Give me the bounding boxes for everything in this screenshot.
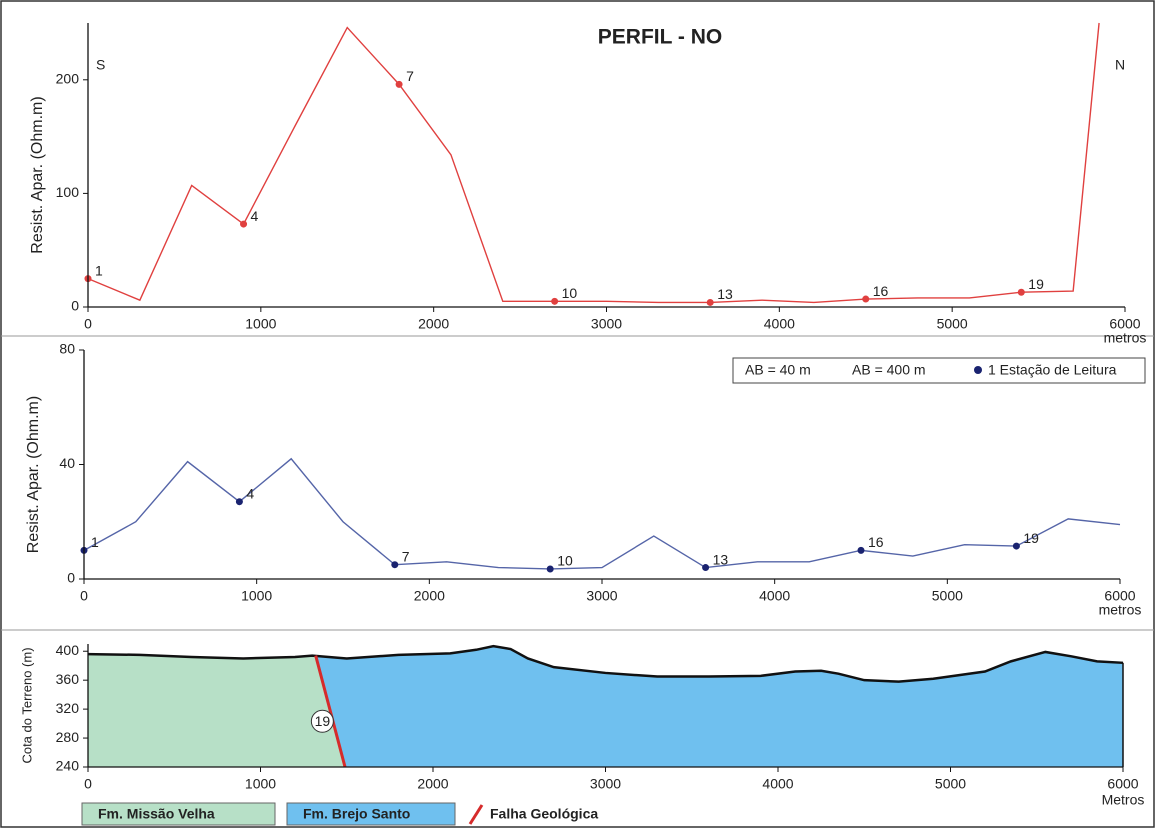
station-point bbox=[240, 220, 248, 228]
fault-legend-mark bbox=[468, 804, 484, 825]
fault-line bbox=[314, 655, 347, 768]
station-label: 10 bbox=[557, 553, 573, 569]
x-axis-label: metros bbox=[1099, 602, 1142, 618]
chart-title: PERFIL - NO bbox=[598, 26, 722, 49]
y-axis-label: Resist. Apar. (Ohm.m) bbox=[29, 96, 46, 253]
station-point bbox=[702, 564, 710, 572]
data-line bbox=[83, 457, 1121, 570]
station-label: 19 bbox=[1023, 530, 1039, 546]
x-tick-label: 6000 bbox=[1107, 776, 1138, 792]
station-point bbox=[391, 561, 399, 569]
station-point bbox=[1012, 542, 1020, 550]
x-tick-label: 3000 bbox=[586, 588, 617, 604]
legend-label: 1 Estação de Leitura bbox=[988, 362, 1117, 378]
station-point bbox=[551, 297, 559, 305]
legend-label: Falha Geológica bbox=[490, 806, 598, 822]
formation-area bbox=[88, 646, 1123, 767]
x-tick-label: 4000 bbox=[762, 776, 793, 792]
formation-swatch bbox=[81, 802, 276, 826]
x-tick-label: 0 bbox=[80, 588, 88, 604]
x-tick-label: 4000 bbox=[764, 316, 795, 332]
legend-marker bbox=[974, 366, 982, 374]
legend-label: AB = 40 m bbox=[745, 362, 811, 378]
y-tick-label: 360 bbox=[56, 671, 80, 687]
legend-label: AB = 400 m bbox=[852, 362, 926, 378]
station-label: 19 bbox=[1028, 276, 1044, 292]
y-tick-label: 240 bbox=[56, 758, 80, 774]
formation-area bbox=[88, 654, 346, 767]
station-label: 16 bbox=[868, 534, 884, 550]
station-point bbox=[546, 565, 554, 573]
station-label: 16 bbox=[873, 283, 889, 299]
station-point bbox=[1017, 288, 1025, 296]
station-label: 4 bbox=[251, 208, 259, 224]
formation-swatch bbox=[286, 802, 456, 826]
y-tick-label: 0 bbox=[71, 298, 79, 314]
y-axis-label: Resist. Apar. (Ohm.m) bbox=[25, 396, 42, 553]
legend-label: Fm. Brejo Santo bbox=[303, 806, 410, 822]
station-label: 7 bbox=[406, 68, 414, 84]
data-line bbox=[87, 22, 1100, 304]
x-tick-label: 5000 bbox=[932, 588, 963, 604]
y-tick-label: 0 bbox=[67, 570, 75, 586]
x-tick-label: 0 bbox=[84, 316, 92, 332]
x-tick-label: 5000 bbox=[937, 316, 968, 332]
x-tick-label: 6000 bbox=[1109, 316, 1140, 332]
y-tick-label: 40 bbox=[59, 455, 75, 471]
station-label: 1 bbox=[95, 262, 103, 278]
legend-box bbox=[732, 357, 1146, 384]
x-tick-label: 6000 bbox=[1104, 588, 1135, 604]
x-axis-label: metros bbox=[1104, 330, 1147, 346]
y-tick-label: 320 bbox=[56, 700, 80, 716]
station-label: 4 bbox=[246, 485, 254, 501]
y-tick-label: 280 bbox=[56, 729, 80, 745]
station-label: 13 bbox=[717, 286, 733, 302]
station-point bbox=[235, 498, 243, 506]
station-point bbox=[857, 546, 865, 554]
x-tick-label: 2000 bbox=[418, 316, 449, 332]
station-label: 13 bbox=[713, 551, 729, 567]
terrain-line bbox=[87, 644, 1124, 683]
x-axis-label: Metros bbox=[1102, 792, 1145, 808]
x-tick-label: 2000 bbox=[417, 776, 448, 792]
x-tick-label: 1000 bbox=[241, 588, 272, 604]
station-point bbox=[395, 80, 403, 88]
legend-label: Fm. Missão Velha bbox=[98, 806, 215, 822]
station-label: 7 bbox=[402, 548, 410, 564]
fault-badge bbox=[310, 709, 334, 733]
station-point bbox=[706, 298, 714, 306]
station-label: 1 bbox=[91, 534, 99, 550]
y-tick-label: 400 bbox=[56, 642, 80, 658]
x-tick-label: 1000 bbox=[245, 776, 276, 792]
annotation: N bbox=[1115, 57, 1125, 73]
fault-label: 19 bbox=[315, 713, 331, 729]
x-tick-label: 4000 bbox=[759, 588, 790, 604]
station-point bbox=[862, 295, 870, 303]
y-tick-label: 100 bbox=[56, 184, 80, 200]
y-tick-label: 80 bbox=[59, 341, 75, 357]
station-label: 10 bbox=[562, 285, 578, 301]
y-axis-label: Cota do Terreno (m) bbox=[19, 647, 34, 763]
x-tick-label: 0 bbox=[84, 776, 92, 792]
x-tick-label: 2000 bbox=[414, 588, 445, 604]
x-tick-label: 1000 bbox=[245, 316, 276, 332]
x-tick-label: 3000 bbox=[591, 316, 622, 332]
x-tick-label: 3000 bbox=[590, 776, 621, 792]
annotation: S bbox=[96, 57, 105, 73]
x-tick-label: 5000 bbox=[935, 776, 966, 792]
y-tick-label: 200 bbox=[56, 71, 80, 87]
